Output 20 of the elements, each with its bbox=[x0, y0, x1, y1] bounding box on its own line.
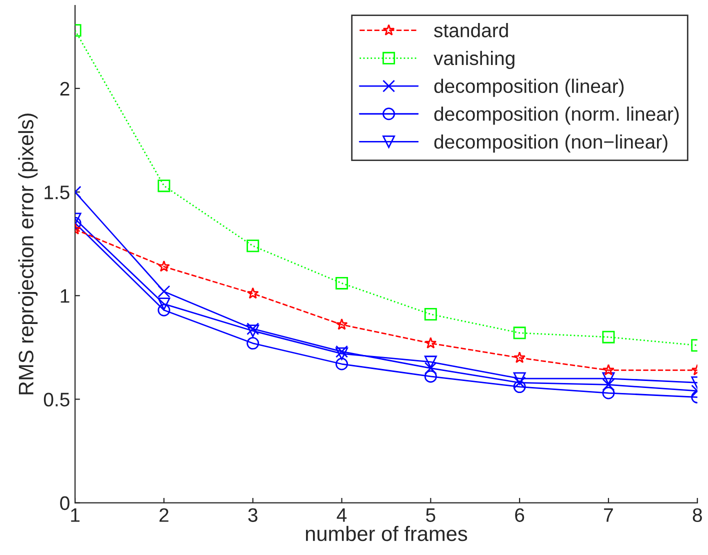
x-axis-title: number of frames bbox=[306, 526, 468, 542]
legend-label: decomposition (norm. linear) bbox=[434, 106, 679, 125]
y-tick-label: 1 bbox=[60, 289, 70, 303]
legend-label: decomposition (non−linear) bbox=[434, 134, 668, 153]
x-tick-label: 2 bbox=[160, 508, 168, 522]
x-tick-label: 4 bbox=[336, 508, 347, 522]
y-axis-title: RMS reprojection error (pixels) bbox=[18, 114, 38, 394]
x-tick-label: 8 bbox=[692, 508, 702, 522]
x-tick-label: 7 bbox=[604, 508, 613, 522]
x-tick-label: 1 bbox=[71, 508, 80, 522]
x-tick-label: 3 bbox=[248, 508, 258, 522]
y-tick-label: 0.5 bbox=[44, 392, 70, 406]
x-tick-label: 5 bbox=[426, 508, 436, 522]
y-tick-label: 2 bbox=[60, 82, 70, 96]
legend-label: vanishing bbox=[434, 50, 514, 70]
y-tick-label: 1.5 bbox=[44, 186, 70, 200]
x-tick-label: 6 bbox=[515, 508, 524, 522]
legend-label: decomposition (linear) bbox=[434, 78, 624, 97]
y-tick-label: 0 bbox=[60, 496, 70, 510]
legend-label: standard bbox=[434, 23, 508, 38]
